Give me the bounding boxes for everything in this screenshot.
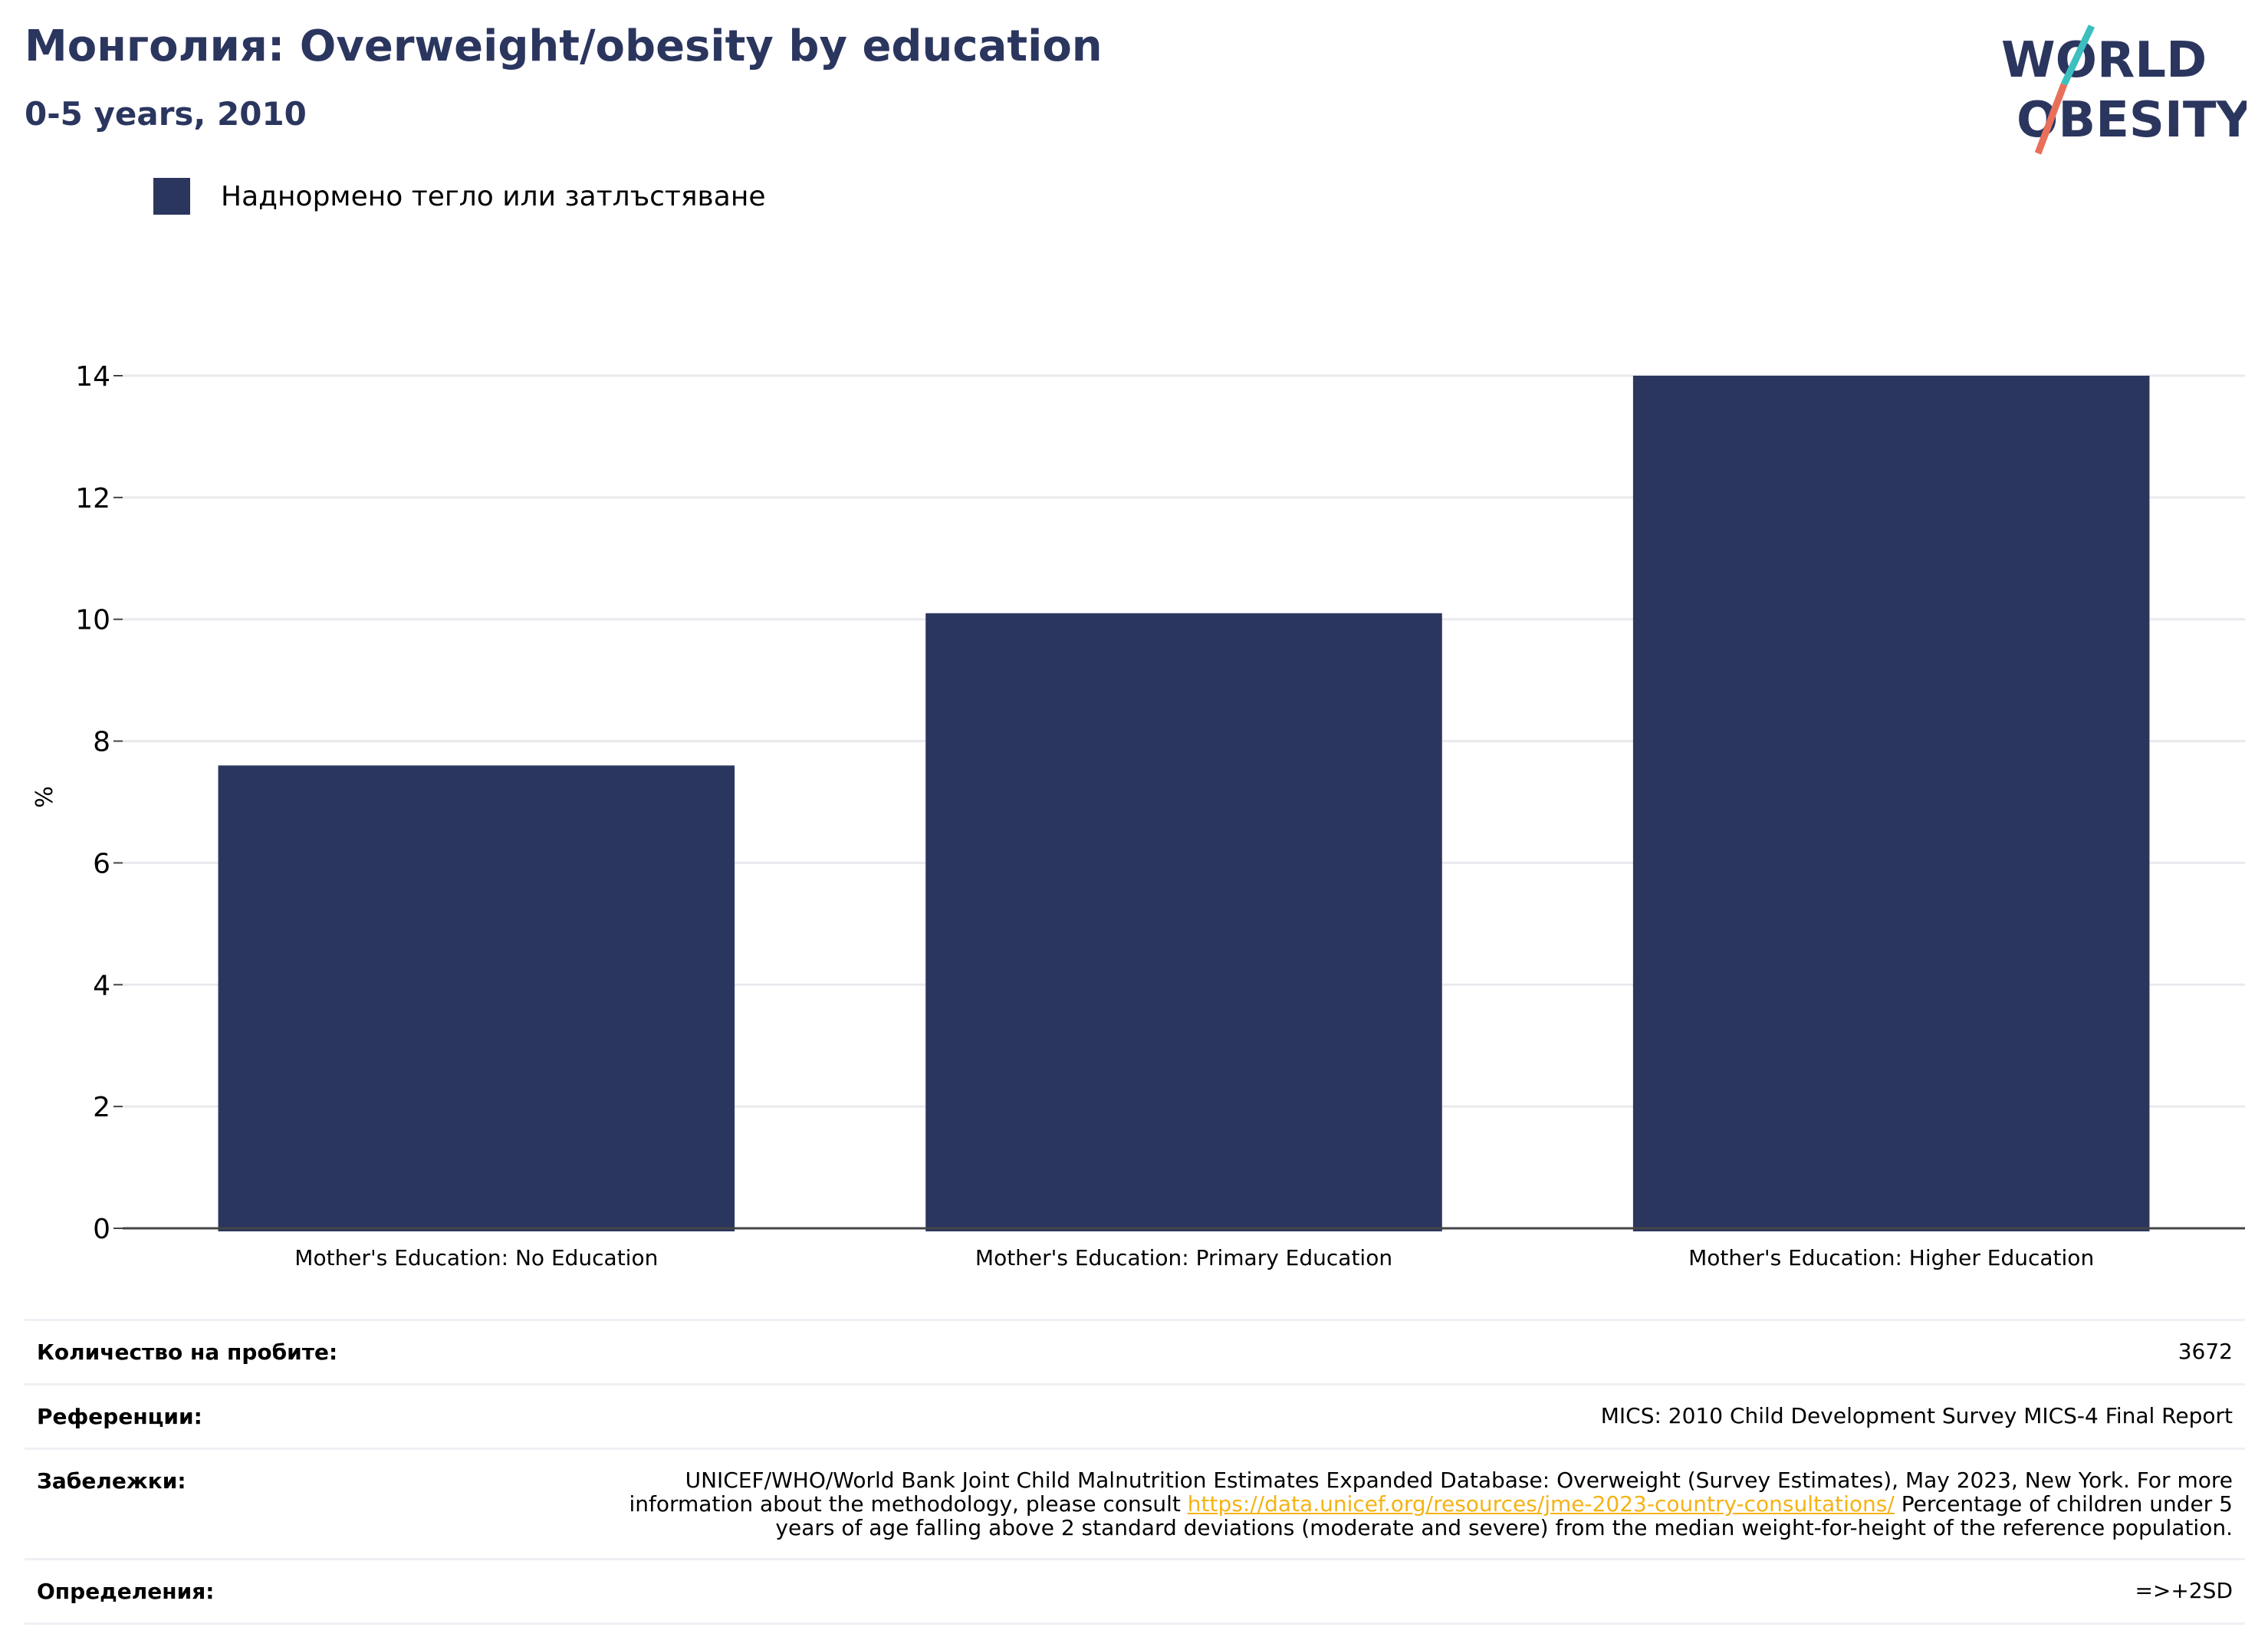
metadata-table: Количество на пробите: 3672 Референции: … [25,1319,2245,1625]
legend-swatch [153,178,190,215]
references-label: Референции: [37,1404,202,1429]
y-tick-label: 10 [75,605,110,636]
notes-label: Забележки: [37,1468,186,1494]
y-tick-label: 14 [75,361,110,393]
methodology-link[interactable]: https://data.unicef.org/resources/jme-20… [1187,1491,1895,1517]
y-tick-label: 6 [93,848,110,879]
y-tick-label: 4 [93,970,110,1001]
table-row: Референции: MICS: 2010 Child Development… [25,1383,2245,1448]
definitions-label: Определения: [37,1579,215,1604]
table-row: Определения: =>+2SD [25,1558,2245,1625]
sample-size-label: Количество на пробите: [37,1339,338,1365]
y-tick-label: 8 [93,727,110,758]
y-tick-label: 2 [93,1092,110,1123]
svg-text:WORLD: WORLD [2001,32,2207,89]
legend-label: Наднормено тегло или затлъстяване [221,180,766,212]
y-tick-label: 12 [75,483,110,514]
references-value: MICS: 2010 Child Development Survey MICS… [1600,1403,2233,1428]
bar [1632,376,2150,1231]
x-tick-label: Mother's Education: No Education [294,1245,658,1270]
page-title: Монголия: Overweight/obesity by educatio… [25,21,1103,71]
x-tick-label: Mother's Education: Higher Education [1688,1245,2094,1270]
notes-value: UNICEF/WHO/World Bank Joint Child Malnut… [623,1468,2233,1540]
definitions-value: =>+2SD [2135,1578,2233,1603]
sample-size-value: 3672 [2178,1339,2233,1364]
x-tick-label: Mother's Education: Primary Education [975,1245,1392,1270]
world-obesity-logo: WORLD OBESITY [2001,25,2247,155]
table-row: Забележки: UNICEF/WHO/World Bank Joint C… [25,1448,2245,1558]
bar [218,765,735,1231]
notes-text-pre: UNICEF/WHO/World Bank Joint Child Malnut… [629,1468,2233,1517]
y-tick-label: 0 [93,1214,110,1245]
notes-text-post: Percentage of children under 5 years of … [775,1491,2233,1540]
table-row: Количество на пробите: 3672 [25,1319,2245,1383]
bar-chart: 0 2 4 6 8 10 12 14 Mother's Education: No Educat… [75,361,2245,1270]
bar [925,613,1442,1231]
page-subtitle: 0-5 years, 2010 [25,95,307,133]
legend: Наднормено тегло или затлъстяване [153,178,766,215]
